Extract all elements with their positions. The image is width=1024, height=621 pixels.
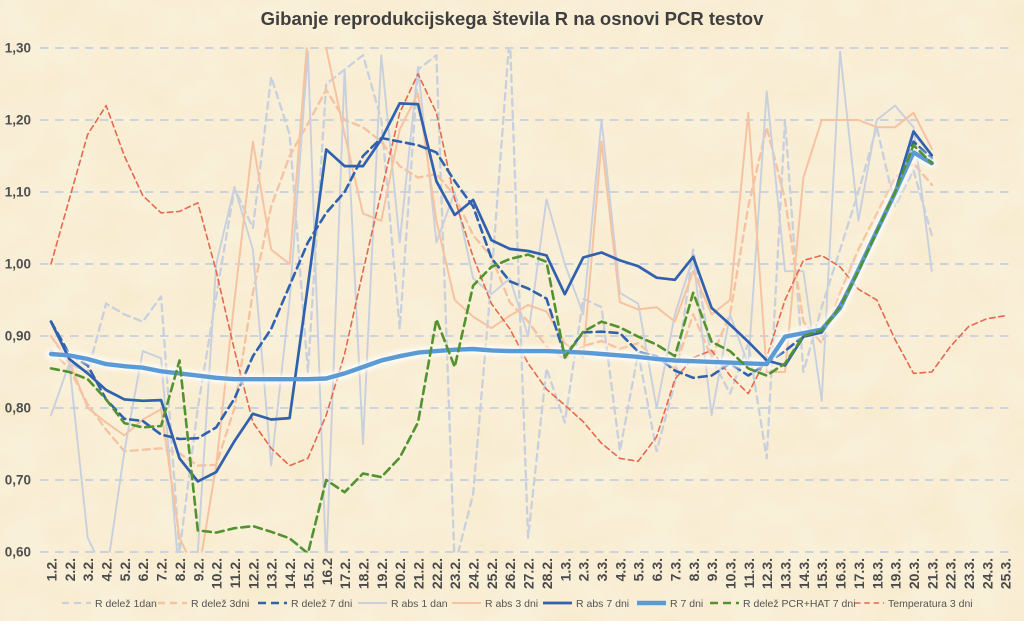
svg-text:16.3.: 16.3.: [833, 558, 849, 589]
svg-text:1,10: 1,10: [5, 185, 31, 200]
svg-text:8.3.: 8.3.: [686, 558, 702, 581]
svg-text:3.2.: 3.2.: [80, 558, 96, 581]
svg-text:5.2.: 5.2.: [117, 558, 133, 581]
svg-text:Gibanje reprodukcijskega števi: Gibanje reprodukcijskega števila R na os…: [261, 8, 764, 29]
svg-text:26.2.: 26.2.: [502, 558, 518, 589]
svg-text:22.3.: 22.3.: [943, 558, 959, 589]
svg-text:4.2.: 4.2.: [99, 558, 115, 581]
svg-text:18.2.: 18.2.: [356, 558, 372, 589]
svg-text:0,80: 0,80: [5, 401, 31, 416]
svg-text:R 7 dni: R 7 dni: [670, 598, 703, 610]
svg-text:0,90: 0,90: [5, 329, 31, 344]
svg-text:R delež 7 dni: R delež 7 dni: [291, 598, 352, 610]
svg-text:13.3.: 13.3.: [778, 558, 794, 589]
svg-text:1.2.: 1.2.: [44, 558, 60, 581]
svg-text:R delež 3dni: R delež 3dni: [191, 598, 249, 610]
svg-text:16.2: 16.2: [319, 558, 335, 585]
svg-text:4.3.: 4.3.: [612, 558, 628, 581]
svg-text:7.3.: 7.3.: [667, 558, 683, 581]
svg-text:R abs 1 dan: R abs 1 dan: [391, 598, 448, 610]
svg-text:0,70: 0,70: [5, 473, 31, 488]
svg-text:18.3.: 18.3.: [869, 558, 885, 589]
svg-text:8.2.: 8.2.: [172, 558, 188, 581]
svg-text:10.3.: 10.3.: [723, 558, 739, 589]
svg-text:R abs 3 dni: R abs 3 dni: [485, 598, 538, 610]
svg-text:7.2.: 7.2.: [154, 558, 170, 581]
svg-text:5.3.: 5.3.: [631, 558, 647, 581]
svg-text:1,30: 1,30: [5, 41, 31, 56]
svg-text:15.3.: 15.3.: [814, 558, 830, 589]
svg-text:20.2.: 20.2.: [392, 558, 408, 589]
svg-text:R delež 1dan: R delež 1dan: [95, 598, 157, 610]
svg-text:13.2.: 13.2.: [264, 558, 280, 589]
svg-text:24.3.: 24.3.: [979, 558, 995, 589]
svg-text:1,20: 1,20: [5, 113, 31, 128]
svg-text:2.2.: 2.2.: [62, 558, 78, 581]
svg-text:25.3.: 25.3.: [998, 558, 1014, 589]
svg-text:23.2.: 23.2.: [447, 558, 463, 589]
svg-text:15.2.: 15.2.: [300, 558, 316, 589]
svg-text:2.3.: 2.3.: [576, 558, 592, 581]
svg-text:17.3.: 17.3.: [851, 558, 867, 589]
svg-text:19.2.: 19.2.: [374, 558, 390, 589]
svg-text:20.3.: 20.3.: [906, 558, 922, 589]
svg-text:14.2.: 14.2.: [282, 558, 298, 589]
svg-text:14.3.: 14.3.: [796, 558, 812, 589]
svg-text:23.3.: 23.3.: [961, 558, 977, 589]
svg-text:6.2.: 6.2.: [135, 558, 151, 581]
svg-text:19.3.: 19.3.: [888, 558, 904, 589]
svg-text:12.2.: 12.2.: [245, 558, 261, 589]
svg-text:11.3.: 11.3.: [741, 558, 757, 588]
svg-text:0,60: 0,60: [5, 545, 31, 560]
svg-text:24.2.: 24.2.: [466, 558, 482, 589]
svg-text:1,00: 1,00: [5, 257, 31, 272]
svg-text:27.2.: 27.2.: [521, 558, 537, 589]
svg-text:6.3.: 6.3.: [649, 558, 665, 581]
svg-text:R abs 7 dni: R abs 7 dni: [576, 598, 629, 610]
svg-text:R delež PCR+HAT 7 dni: R delež PCR+HAT 7 dni: [743, 598, 856, 610]
svg-text:1.3.: 1.3.: [557, 558, 573, 581]
svg-text:25.2.: 25.2.: [484, 558, 500, 589]
svg-text:11.2.: 11.2.: [227, 558, 243, 588]
svg-text:22.2.: 22.2.: [429, 558, 445, 589]
svg-text:17.2.: 17.2.: [337, 558, 353, 589]
svg-text:21.3.: 21.3.: [924, 558, 940, 589]
svg-text:28.2.: 28.2.: [539, 558, 555, 589]
svg-text:3.3.: 3.3.: [594, 558, 610, 581]
svg-text:Temperatura 3 dni: Temperatura 3 dni: [888, 598, 973, 610]
svg-text:21.2.: 21.2.: [411, 558, 427, 589]
svg-text:9.3.: 9.3.: [704, 558, 720, 581]
svg-text:10.2.: 10.2.: [209, 558, 225, 589]
svg-text:12.3.: 12.3.: [759, 558, 775, 589]
svg-text:9.2.: 9.2.: [190, 558, 206, 581]
